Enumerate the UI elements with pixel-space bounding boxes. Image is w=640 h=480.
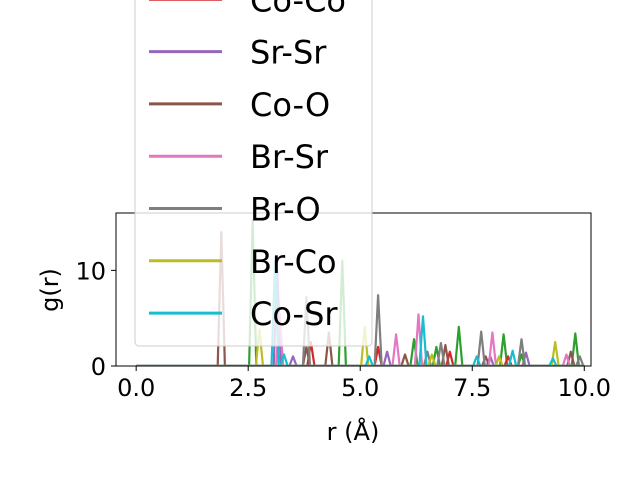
series-line-7 — [136, 259, 585, 366]
legend-label: Co-O — [250, 86, 330, 124]
ticks: 0.0 2.5 5.0 7.5 10.0 0 10 — [75, 257, 611, 402]
legend-label: Sr-Sr — [250, 34, 327, 72]
legend-label: Br-O — [250, 191, 321, 229]
series-line-3 — [136, 231, 585, 366]
legend-label: Co-Sr — [250, 295, 338, 333]
x-tick-label: 10.0 — [558, 374, 611, 402]
legend-label: Br-Co — [250, 243, 337, 281]
legend-label: Co-Co — [250, 0, 346, 19]
series-line-4 — [136, 312, 585, 366]
x-tick-label: 7.5 — [453, 374, 491, 402]
legend-label: Br-Sr — [250, 138, 329, 176]
legend: Co-Co Sr-Sr Co-O Br-Sr Br-O Br-Co Co-Sr — [134, 0, 373, 347]
x-tick-label: 5.0 — [341, 374, 379, 402]
y-tick-label: 10 — [75, 257, 106, 285]
y-axis-label: g(r) — [36, 268, 64, 312]
x-tick-label: 2.5 — [229, 374, 267, 402]
series-line-5 — [136, 294, 585, 366]
x-axis-label: r (Å) — [327, 417, 380, 446]
x-tick-label: 0.0 — [117, 374, 155, 402]
y-tick-label: 0 — [91, 353, 106, 381]
